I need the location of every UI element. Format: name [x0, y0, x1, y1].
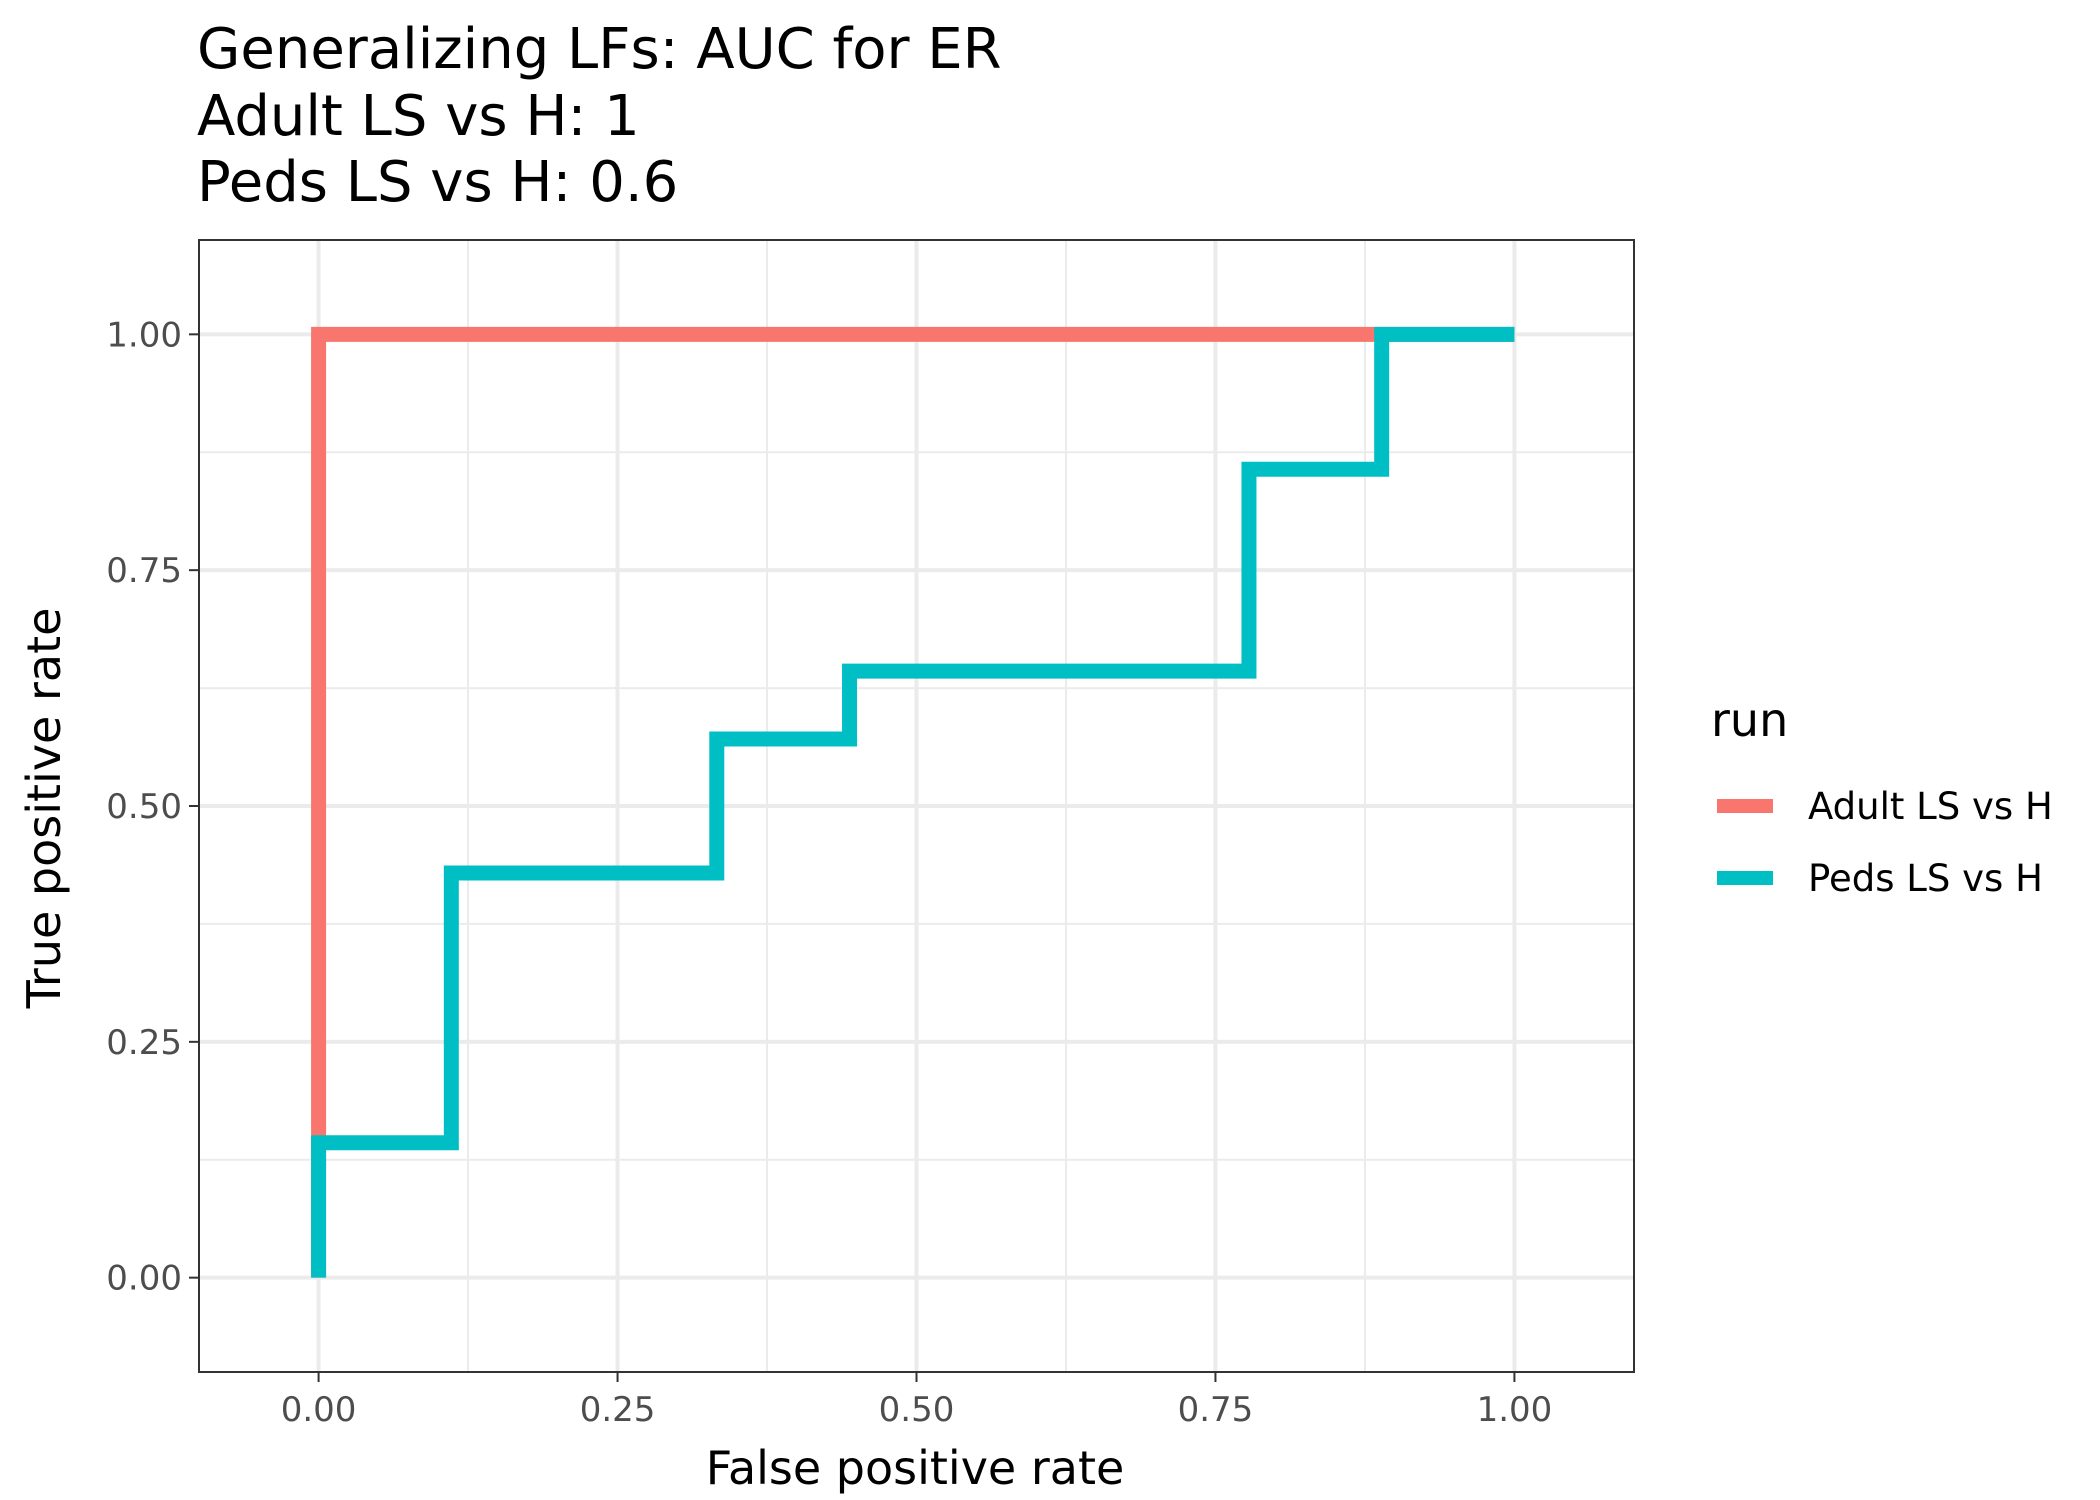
x-tick-label: 0.00: [281, 1390, 357, 1430]
x-tick-label: 0.25: [580, 1390, 656, 1430]
y-tick-label: 1.00: [106, 315, 182, 355]
x-tick-label: 0.50: [879, 1390, 955, 1430]
x-tick-label: 0.75: [1178, 1390, 1254, 1430]
legend: run Adult LS vs H Peds LS vs H: [1711, 693, 2053, 900]
y-tick-label: 0.75: [106, 551, 182, 591]
x-axis-title: False positive rate: [706, 1441, 1125, 1495]
legend-label-adult: Adult LS vs H: [1808, 785, 2053, 828]
legend-label-peds: Peds LS vs H: [1808, 857, 2043, 900]
chart-title: Generalizing LFs: AUC for ER Adult LS vs…: [197, 17, 1002, 215]
title-line-2: Adult LS vs H: 1: [197, 84, 640, 149]
x-tick-label: 1.00: [1477, 1390, 1553, 1430]
title-line-3: Peds LS vs H: 0.6: [197, 150, 678, 215]
y-tick-label: 0.50: [106, 787, 182, 827]
y-axis-title: True positive rate: [17, 608, 71, 1010]
series-lines: [311, 326, 1515, 1278]
series-line-peds: [311, 326, 1515, 1278]
y-tick-label: 0.00: [106, 1259, 182, 1299]
axes: 0.00 0.25 0.50 0.75 1.00 0.00 0.25 0.50 0.75 1.00: [106, 315, 1552, 1430]
legend-title: run: [1711, 693, 1788, 747]
grid: [199, 240, 1634, 1372]
title-line-1: Generalizing LFs: AUC for ER: [197, 17, 1002, 82]
y-tick-label: 0.25: [106, 1023, 182, 1063]
